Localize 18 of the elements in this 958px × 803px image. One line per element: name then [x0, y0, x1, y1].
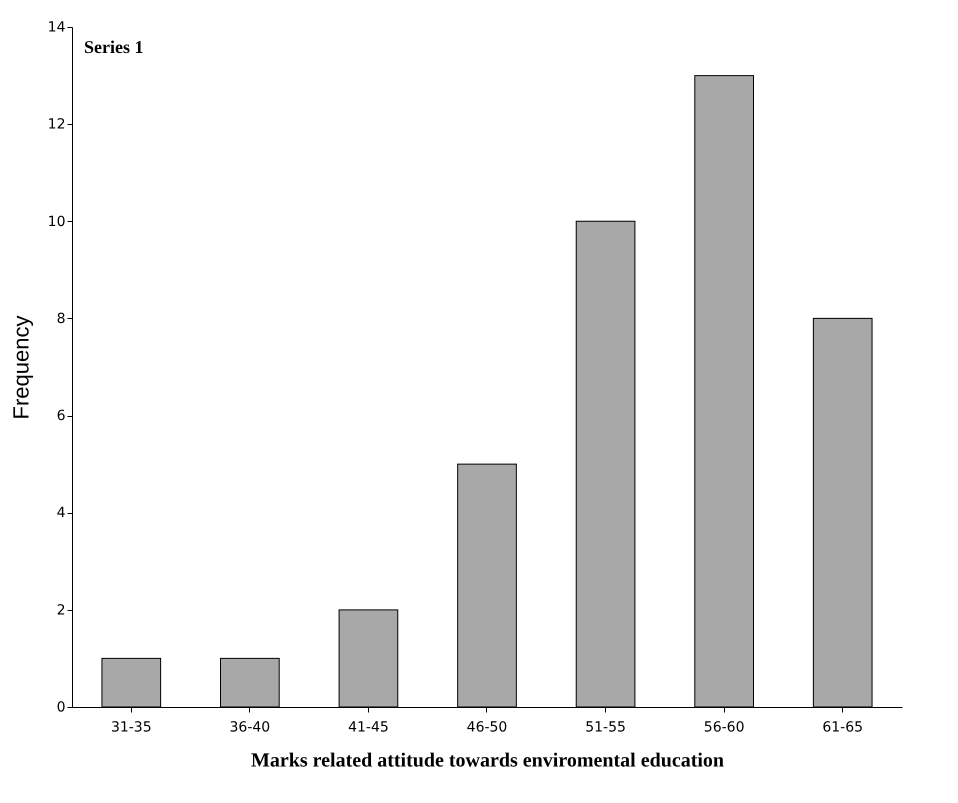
y-tick-label: 0 [56, 700, 66, 716]
y-tick-label: 8 [56, 310, 66, 327]
x-tick-label: 31-35 [110, 720, 152, 736]
y-tick-label: 6 [56, 408, 66, 424]
x-tick-label: 56-60 [704, 720, 744, 736]
x-axis-title: Marks related attitude towards enviromental education [250, 750, 724, 772]
annotation: Series 1 [84, 37, 144, 57]
y-tick-label: 10 [48, 214, 66, 230]
x-tick-label: 51-55 [585, 720, 626, 736]
y-tick-label: 14 [48, 20, 66, 36]
x-tick-label: 36-40 [230, 720, 270, 736]
y-axis-title: Frequency [8, 316, 34, 420]
y-tick-label: 2 [56, 602, 66, 618]
x-tick-label: 46-50 [466, 720, 508, 736]
y-tick-label: 12 [48, 116, 66, 133]
x-tick-label: 61-65 [822, 720, 864, 736]
y-tick-label: 4 [56, 505, 66, 522]
x-tick-label: 41-45 [348, 720, 389, 736]
